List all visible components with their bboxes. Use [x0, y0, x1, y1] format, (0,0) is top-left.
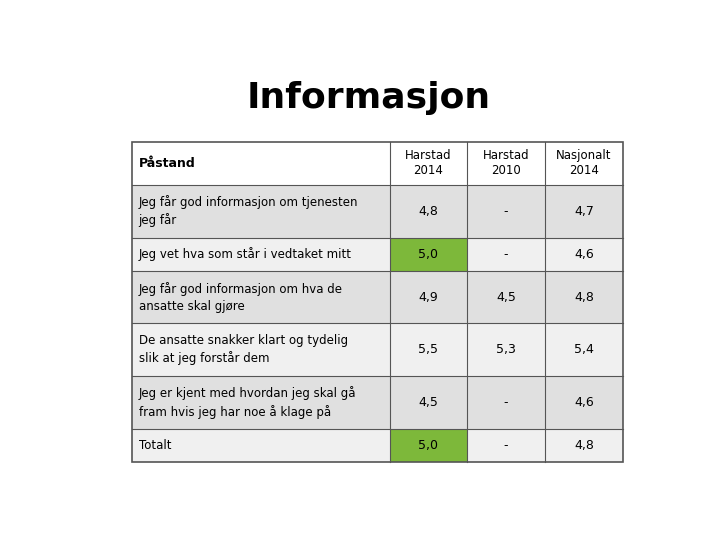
Text: Harstad
2010: Harstad 2010: [482, 150, 529, 177]
Text: 4,9: 4,9: [418, 291, 438, 303]
Text: Jeg vet hva som står i vedtaket mitt: Jeg vet hva som står i vedtaket mitt: [138, 247, 351, 261]
Text: 4,5: 4,5: [496, 291, 516, 303]
Text: Jeg får god informasjon om hva de
ansatte skal gjøre: Jeg får god informasjon om hva de ansatt…: [138, 281, 343, 313]
Text: De ansatte snakker klart og tydelig
slik at jeg forstår dem: De ansatte snakker klart og tydelig slik…: [138, 334, 348, 366]
Text: 5,5: 5,5: [418, 343, 438, 356]
Text: -: -: [504, 396, 508, 409]
Text: -: -: [504, 439, 508, 452]
Text: Jeg er kjent med hvordan jeg skal gå
fram hvis jeg har noe å klage på: Jeg er kjent med hvordan jeg skal gå fra…: [138, 386, 356, 418]
Text: 4,5: 4,5: [418, 396, 438, 409]
Text: Totalt: Totalt: [138, 439, 171, 452]
Bar: [132, 429, 623, 462]
Text: 4,7: 4,7: [574, 205, 594, 218]
Text: 4,8: 4,8: [574, 291, 594, 303]
Bar: [390, 429, 467, 462]
Text: 4,8: 4,8: [418, 205, 438, 218]
Text: 5,4: 5,4: [574, 343, 594, 356]
Text: 5,3: 5,3: [496, 343, 516, 356]
Text: Nasjonalt
2014: Nasjonalt 2014: [556, 150, 611, 177]
Text: 4,6: 4,6: [574, 396, 594, 409]
Text: 5,0: 5,0: [418, 439, 438, 452]
Text: -: -: [504, 205, 508, 218]
Text: 5,0: 5,0: [418, 248, 438, 261]
Text: Jeg får god informasjon om tjenesten
jeg får: Jeg får god informasjon om tjenesten jeg…: [138, 195, 358, 227]
Text: 4,8: 4,8: [574, 439, 594, 452]
Text: Harstad
2014: Harstad 2014: [405, 150, 451, 177]
Bar: [132, 238, 623, 271]
Bar: [390, 238, 467, 271]
Text: -: -: [504, 248, 508, 261]
Text: 4,6: 4,6: [574, 248, 594, 261]
Text: Informasjon: Informasjon: [247, 81, 491, 115]
Text: Påstand: Påstand: [138, 157, 195, 170]
